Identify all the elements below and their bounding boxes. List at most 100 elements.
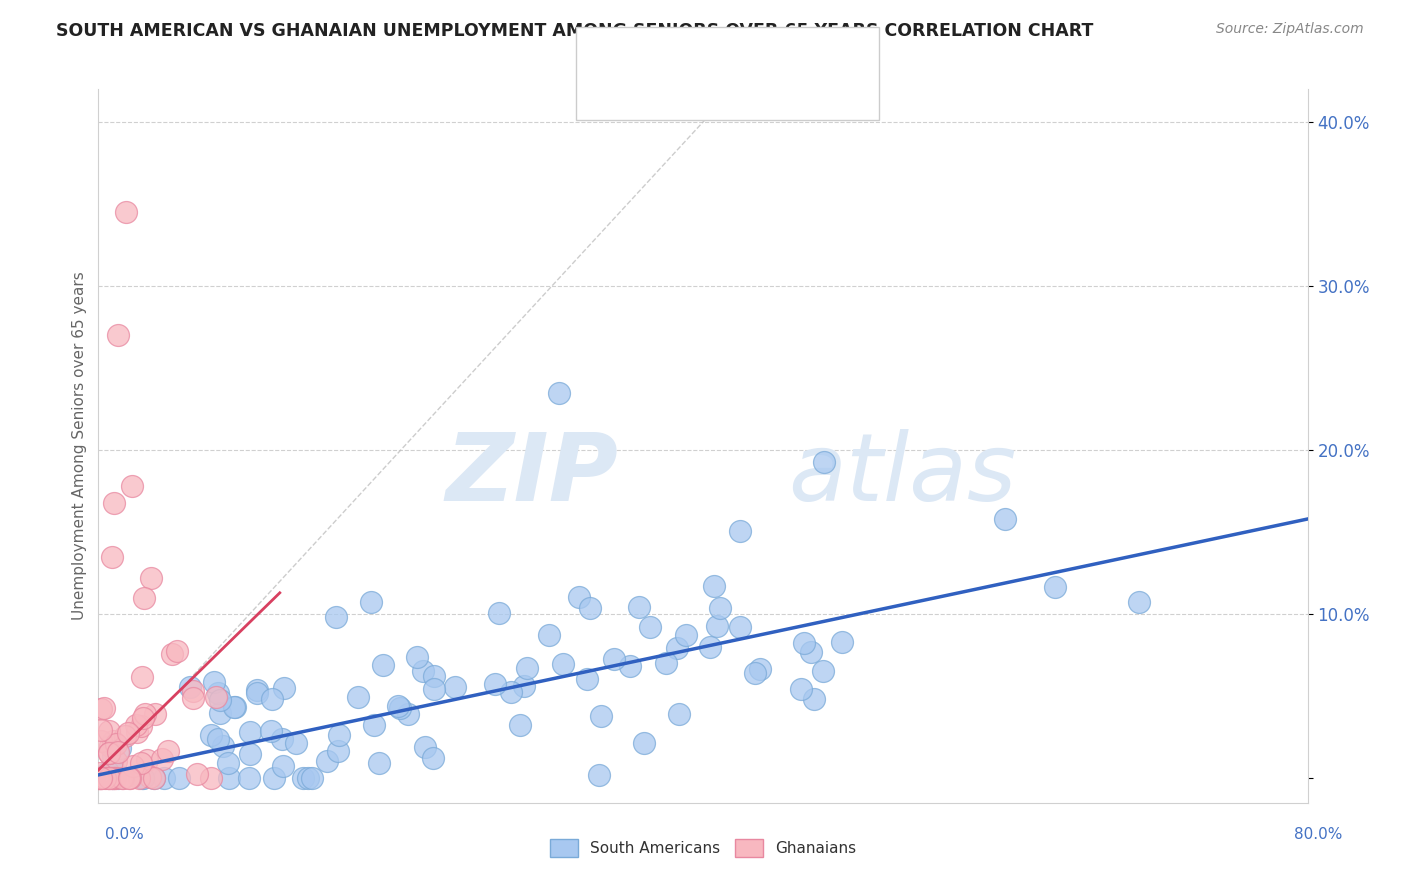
Point [90,723,112,737]
Point [388,701,411,715]
Point [706,619,728,633]
Point [246,686,269,700]
Point [107,746,129,760]
Point [87,771,110,785]
Point [97,771,120,785]
Point [101,549,124,564]
Point [132,711,155,725]
Legend: South Americans, Ghanaians: South Americans, Ghanaians [544,833,862,863]
Text: atlas: atlas [787,429,1017,520]
Point [551,657,574,672]
Point [589,709,612,723]
Point [105,754,128,768]
Point [135,753,157,767]
Point [284,736,307,750]
Point [132,591,155,605]
Point [484,677,506,691]
Point [224,700,246,714]
Point [132,771,155,785]
Y-axis label: Unemployment Among Seniors over 65 years: Unemployment Among Seniors over 65 years [72,272,87,620]
Point [107,771,129,785]
Text: 0.0%: 0.0% [105,827,145,841]
Point [413,739,436,754]
Point [790,682,813,697]
Point [578,600,600,615]
Point [360,594,382,608]
Point [211,739,233,753]
Point [371,658,394,673]
Point [638,620,661,634]
Point [118,771,141,785]
Text: R = 0.364   N = 100: R = 0.364 N = 100 [640,54,807,71]
Point [748,662,770,676]
Point [793,636,815,650]
Point [209,706,232,720]
Point [803,691,825,706]
Point [134,706,156,721]
Point [588,768,610,782]
Point [125,717,148,731]
Point [156,744,179,758]
Point [326,744,349,758]
Point [1043,580,1066,594]
Point [200,771,222,785]
Point [90,702,112,716]
Point [218,771,240,785]
Point [831,635,853,649]
Point [89,771,111,785]
Text: 80.0%: 80.0% [1295,827,1343,841]
Point [169,771,191,785]
Point [412,664,434,678]
Point [202,675,225,690]
Text: R = 0.284   N =  64: R = 0.284 N = 64 [640,87,801,105]
Point [328,728,350,742]
Point [91,771,114,785]
Point [263,771,285,785]
Point [315,754,337,768]
Point [103,771,125,785]
Point [117,726,139,740]
Point [98,771,121,785]
Point [93,771,115,785]
Point [101,734,124,748]
Point [111,770,134,784]
Point [97,764,120,779]
Point [209,693,232,707]
Point [603,652,626,666]
Point [222,699,245,714]
Point [444,681,467,695]
Point [186,766,208,780]
Point [103,739,125,754]
Point [217,756,239,770]
Point [239,747,262,761]
Point [238,771,260,785]
Point [90,771,112,785]
Point [100,771,122,785]
Point [98,746,121,760]
Point [297,771,319,785]
Point [538,628,561,642]
Point [325,610,347,624]
Text: SOUTH AMERICAN VS GHANAIAN UNEMPLOYMENT AMONG SENIORS OVER 65 YEARS CORRELATION : SOUTH AMERICAN VS GHANAIAN UNEMPLOYMENT … [56,22,1094,40]
Point [121,479,143,493]
Point [728,524,751,539]
Point [131,718,153,732]
Point [108,740,131,755]
Point [513,679,536,693]
Point [114,205,136,219]
Point [668,706,690,721]
Point [301,771,323,785]
Point [548,385,571,400]
Point [131,670,153,684]
Point [131,756,153,770]
Point [347,690,370,705]
Point [166,644,188,658]
Point [120,771,142,785]
Point [422,669,444,683]
Point [245,682,267,697]
Point [501,685,523,699]
Point [811,664,834,678]
Point [271,731,294,746]
Point [143,707,166,722]
Point [207,732,229,747]
